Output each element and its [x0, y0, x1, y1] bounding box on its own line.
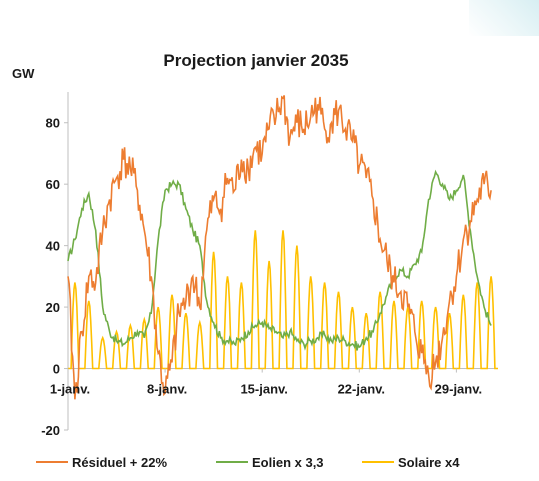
corner-accent: [469, 0, 539, 36]
y-tick-label: 80: [46, 116, 60, 131]
ticks: -20 0 20 40 60 80 1-janv. 8-janv. 15-janv. 22-jan…: [41, 116, 482, 438]
x-tick-label: 15-janv.: [240, 382, 287, 397]
y-tick-label: 60: [46, 177, 60, 192]
y-axis-unit: GW: [12, 66, 35, 81]
x-tick-label: 8-janv.: [147, 382, 187, 397]
legend: Résiduel + 22% Eolien x 3,3 Solaire x4: [36, 455, 460, 470]
series-line-residuel: [67, 95, 492, 400]
chart-title: Projection janvier 2035: [163, 51, 348, 70]
y-tick-label: -20: [41, 423, 60, 438]
x-tick-label: 29-janv.: [435, 382, 482, 397]
series-layer: [67, 95, 498, 400]
legend-solaire-label: Solaire x4: [398, 455, 460, 470]
legend-residuel-label: Résiduel + 22%: [72, 455, 167, 470]
x-tick-label: 22-janv.: [338, 382, 385, 397]
y-tick-label: 0: [53, 362, 60, 377]
x-tick-label: 1-janv.: [50, 382, 90, 397]
legend-eolien-label: Eolien x 3,3: [252, 455, 324, 470]
series-line-solaire: [68, 230, 498, 370]
y-tick-label: 40: [46, 239, 60, 254]
series-line-eolien: [67, 169, 492, 351]
axes: [67, 92, 498, 430]
y-tick-label: 20: [46, 300, 60, 315]
